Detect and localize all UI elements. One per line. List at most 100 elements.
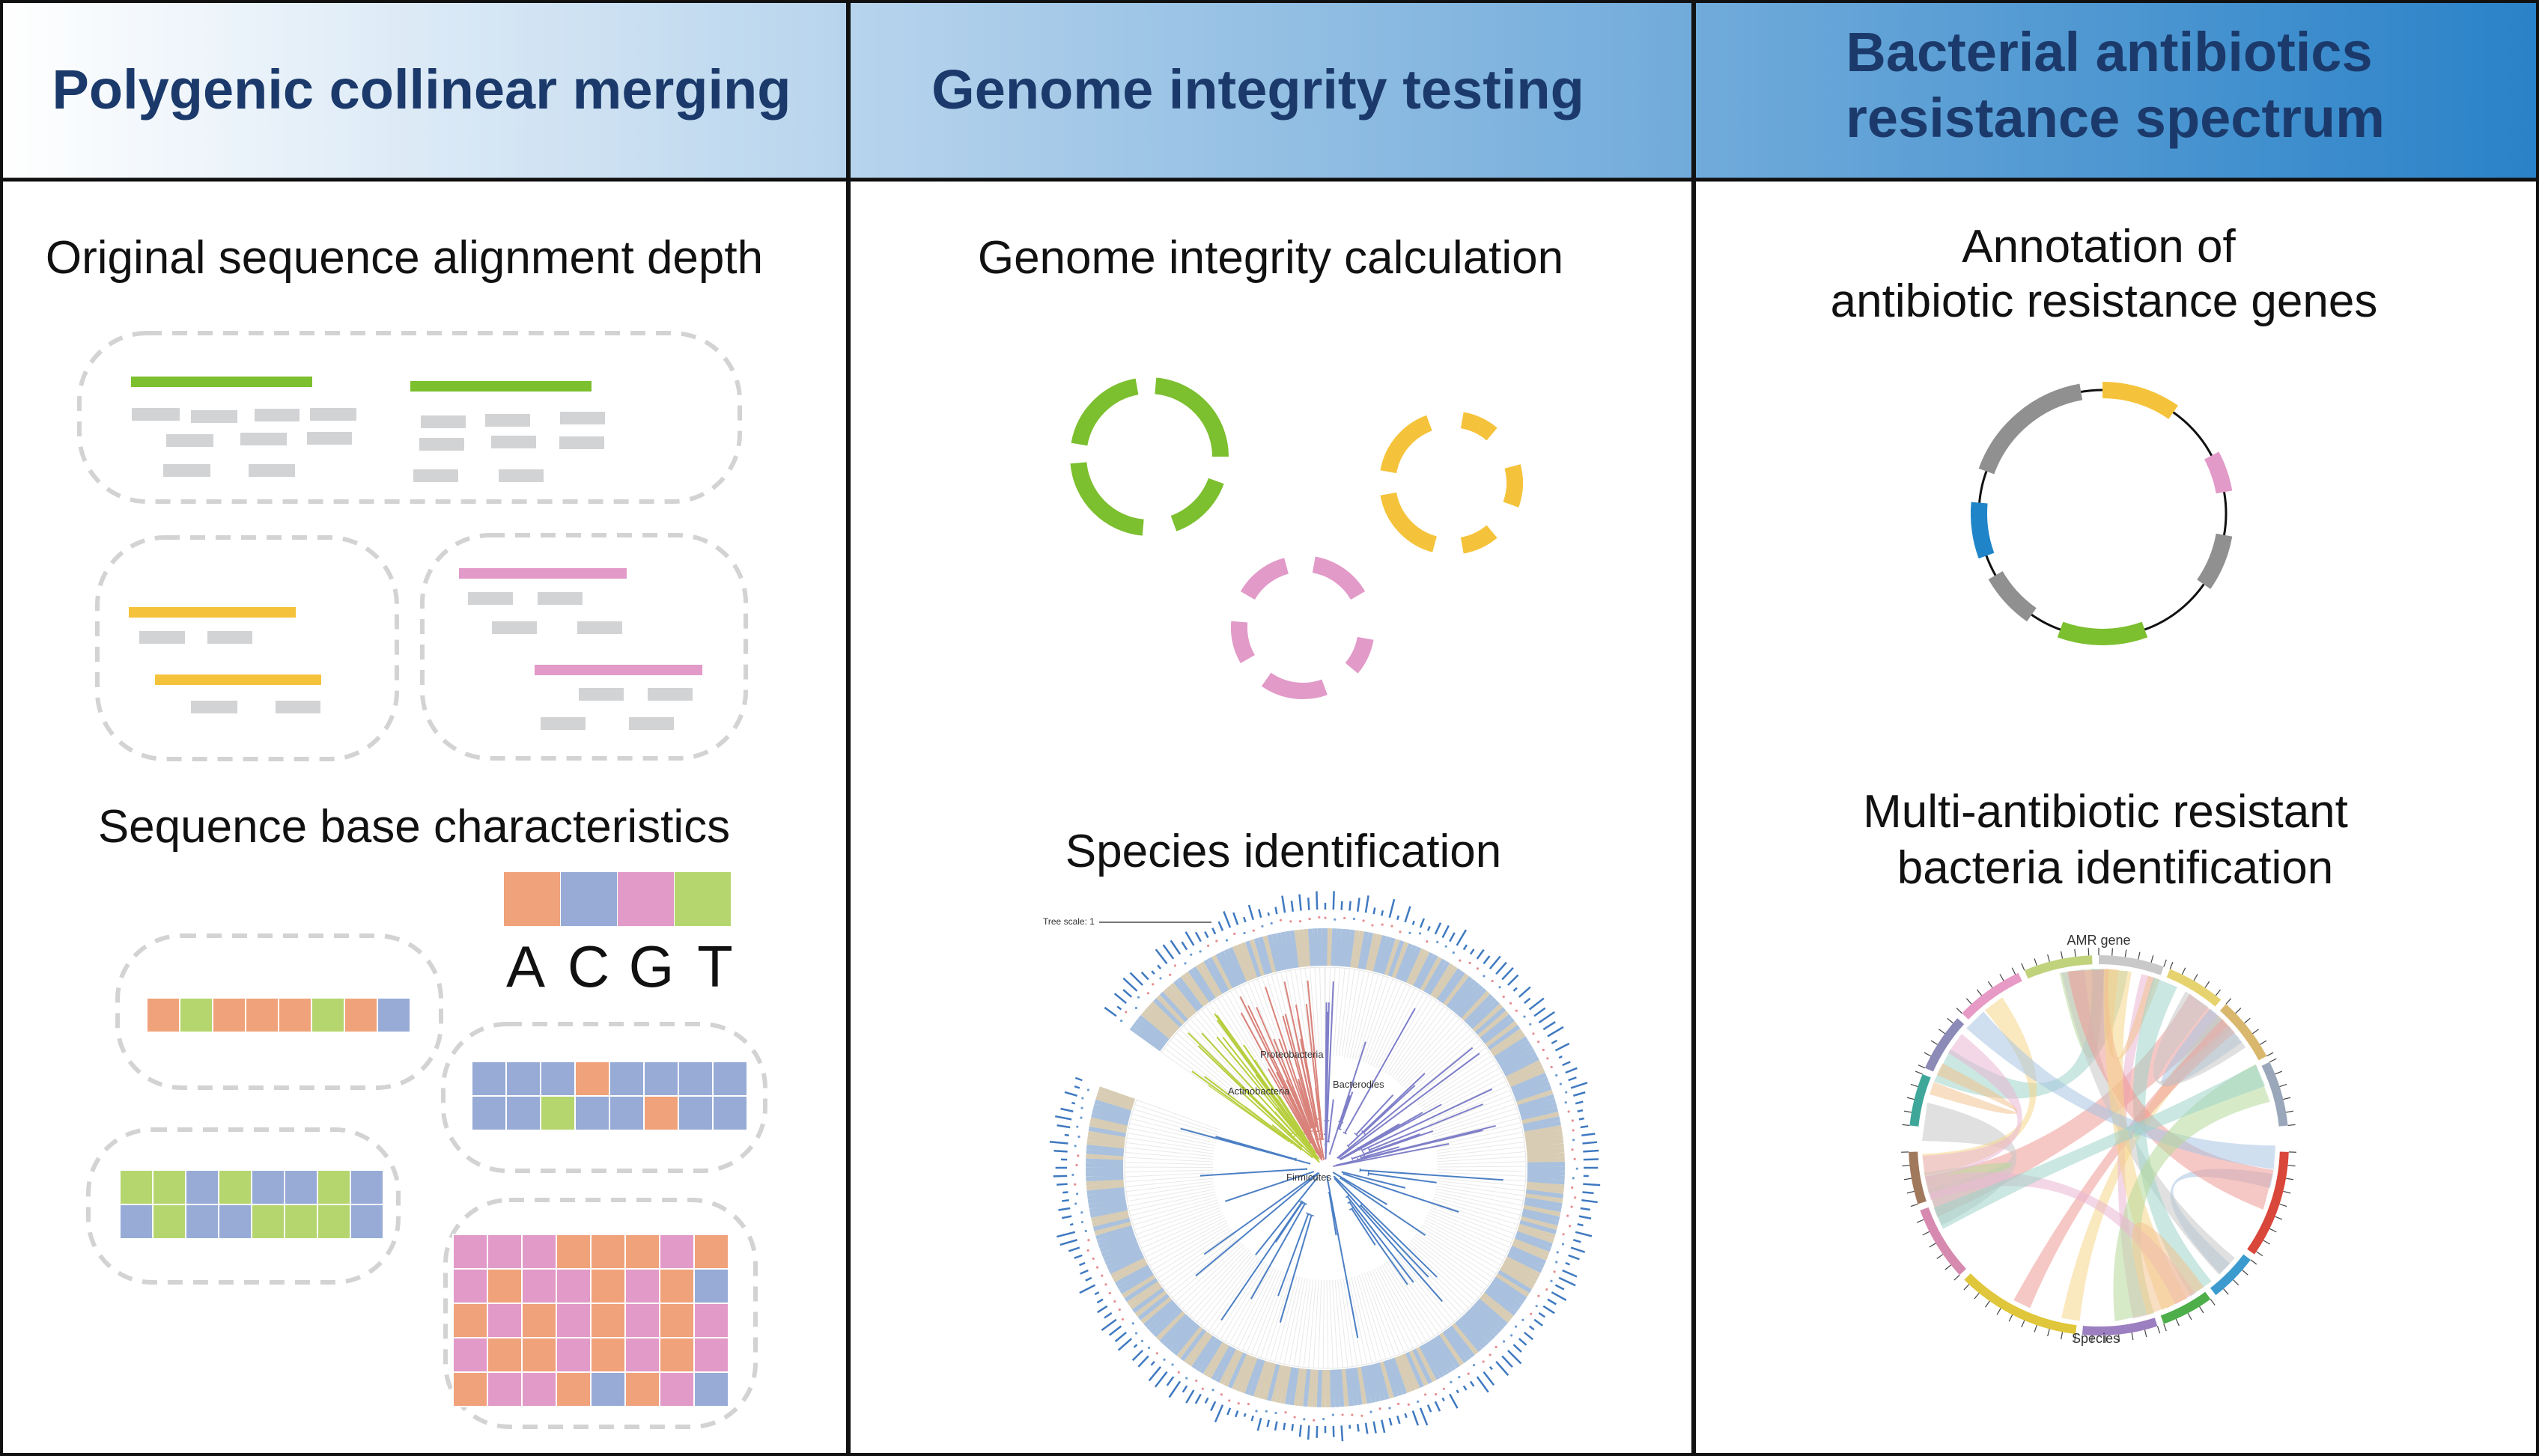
chord-segment [1962,972,2022,1020]
base-cell [505,1061,541,1097]
chord-segment [2024,955,2093,979]
base-cell [659,1337,695,1373]
tree-leaf-line [1381,1264,1427,1341]
chord-link [2067,969,2274,1210]
base-label-c: C [568,933,609,999]
tree-band-segment [1188,969,1213,1002]
tree-bar [1570,1246,1586,1253]
tree-branch [1328,1099,1334,1142]
chord-tick [2210,1299,2216,1306]
tree-leaf-line [1427,1085,1509,1122]
base-label-t: T [697,933,733,999]
tree-band-segment [1303,1368,1311,1407]
tree-band-segment [1487,1025,1521,1051]
tree-dot [1075,1163,1078,1167]
tree-leaf-line [1128,1189,1215,1207]
tree-band-segment [1143,1008,1176,1037]
tree-leaf-line [1437,1161,1526,1165]
tree-bar [1396,1415,1401,1425]
tree-leaf-line [1137,1207,1220,1240]
tree-leaf-line [1434,1193,1521,1216]
tree-dot [1473,1363,1476,1367]
tree-band-segment [1337,1369,1345,1407]
tree-dot [1086,1088,1090,1091]
tree-dot [1134,1332,1138,1335]
tree-leaf-line [1143,1214,1224,1253]
base-cell [487,1234,523,1270]
tree-branch [1355,1094,1394,1136]
tree-band-segment [1334,928,1342,966]
tree-band-segment [1509,1246,1547,1265]
tree-bar [1060,1107,1074,1112]
tree-branch-arc [1309,1141,1313,1145]
tree-dot [1388,1407,1391,1410]
tree-gap [1057,1005,1325,1168]
tree-leaf-line [1217,998,1266,1073]
tree-dot [1426,940,1429,943]
tree-leaf-line [1279,1276,1301,1364]
tree-bar [1049,1140,1068,1145]
tree-band-segment [1519,1103,1557,1118]
tree-band-segment [1257,1361,1273,1399]
base-characteristics-title: Sequence base characteristics [98,801,730,853]
tree-dot [1076,1125,1079,1128]
tree-leaf-line [1233,1267,1274,1347]
tree-band-segment [1505,1060,1542,1081]
chord-label-species: Species [2072,1331,2120,1346]
tree-leaf-line [1152,1224,1229,1270]
base-cell [218,1204,252,1240]
tree-bar [1185,1389,1195,1404]
tree-bar [1069,1223,1074,1226]
tree-band-segment [1477,1010,1509,1038]
tree-label-proteobacteria: Proteobacteria [1260,1049,1324,1060]
tree-band-segment [1397,1354,1416,1392]
base-cell [556,1303,592,1338]
tree-bar [1554,1284,1565,1291]
tree-leaf-line [1395,1255,1451,1325]
base-cell [245,997,279,1033]
tree-dot [1509,1002,1512,1005]
tree-band-segment [1341,1368,1349,1407]
tree-dot [1108,1291,1111,1295]
tree-band-segment [1402,946,1422,983]
tree-dot [1510,1334,1513,1337]
chord-tick [2269,1228,2277,1233]
tree-leaf-line [1361,1273,1391,1358]
tree-bar [1570,1082,1588,1089]
base-cell [556,1234,592,1270]
tree-leaf-line [1226,993,1271,1070]
tree-band-segment [1448,1325,1475,1358]
tree-band-segment [1089,1121,1128,1133]
chord-tick [2061,951,2064,959]
tree-leaf-line [1418,1055,1492,1106]
tree-band-segment [1524,1197,1563,1208]
chord-tick [2266,1052,2274,1057]
tree-bar [1404,906,1411,923]
tree-branch [1279,1215,1313,1323]
chord-link [2132,1222,2204,1315]
tree-dot [1550,1279,1553,1282]
chord-tick [2124,949,2127,957]
tree-band-segment [1207,1343,1229,1379]
tree-bar [1217,921,1224,931]
genome-fragment [1240,558,1289,600]
tree-dot [1555,1073,1558,1077]
tree-leaf-line [1131,1118,1217,1141]
tree-band-segment [1146,1005,1178,1034]
chord-segment [2261,1061,2288,1127]
tree-band-segment [1372,935,1387,973]
tree-band-segment [1492,1032,1526,1057]
tree-leaf-line [1437,1172,1526,1177]
tree-leaf-line [1141,1212,1223,1249]
tree-band-segment [1360,1365,1372,1404]
chord-segment [2098,955,2164,975]
tree-leaf-line [1422,1067,1500,1112]
tree-bar [1476,948,1485,960]
tree-bar [1501,966,1514,981]
tree-band-segment [1367,1364,1381,1402]
tree-band-segment [1307,928,1316,966]
tree-branch [1276,1098,1309,1144]
tree-leaf-line [1185,1248,1248,1313]
tree-dot [1498,986,1501,989]
